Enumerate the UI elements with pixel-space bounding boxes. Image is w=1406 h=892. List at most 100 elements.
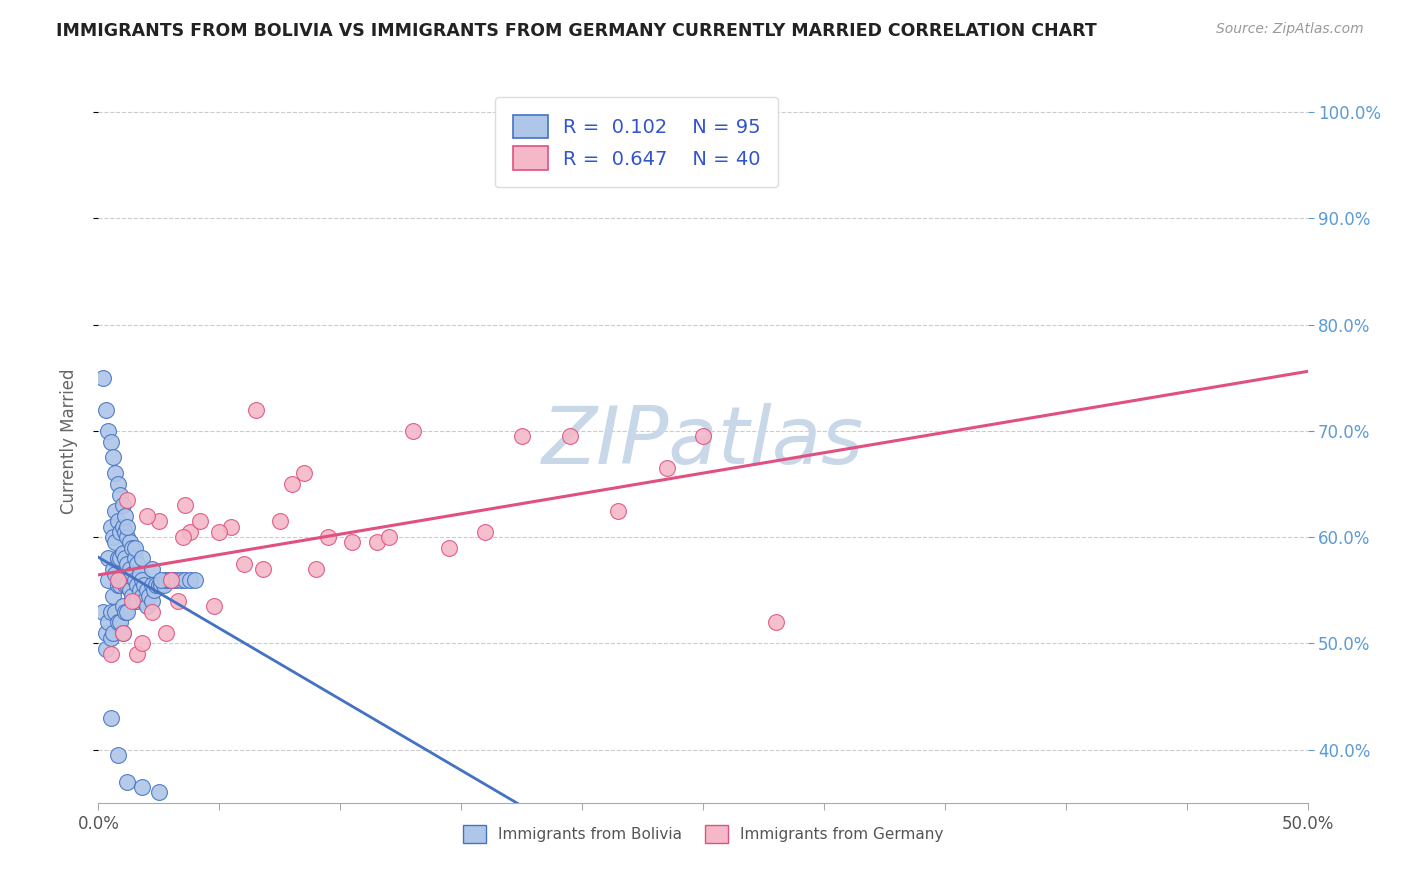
Point [437,541,460,555]
Point [104,503,127,517]
Point [305,562,328,576]
Point [208,524,231,539]
Point [316,530,339,544]
Point [131,780,153,794]
Point [155,625,177,640]
Point [114,605,136,619]
Point [108,615,131,630]
Point [111,546,134,560]
Point [100,434,122,449]
Point [94,641,117,656]
Point [104,605,127,619]
Point [108,524,131,539]
Point [107,551,129,566]
Point [141,562,163,576]
Point [104,467,127,481]
Point [114,524,136,539]
Legend: Immigrants from Bolivia, Immigrants from Germany: Immigrants from Bolivia, Immigrants from… [457,819,949,849]
Point [100,519,122,533]
Point [127,578,149,592]
Point [174,573,197,587]
Point [108,551,131,566]
Point [101,450,124,465]
Point [117,519,139,533]
Point [124,551,146,566]
Point [558,429,581,443]
Point [165,573,187,587]
Point [269,514,291,528]
Point [150,578,173,592]
Point [160,573,183,587]
Text: IMMIGRANTS FROM BOLIVIA VS IMMIGRANTS FROM GERMANY CURRENTLY MARRIED CORRELATION: IMMIGRANTS FROM BOLIVIA VS IMMIGRANTS FR… [56,22,1097,40]
Point [377,530,399,544]
Point [204,599,226,614]
Point [169,573,191,587]
Point [107,747,129,762]
Point [131,589,153,603]
Point [101,589,124,603]
Point [121,594,143,608]
Point [179,524,201,539]
Point [111,573,134,587]
Y-axis label: Currently Married: Currently Married [59,368,77,515]
Point [138,589,160,603]
Point [91,605,114,619]
Point [94,402,117,417]
Point [124,594,146,608]
Point [100,631,122,645]
Point [167,594,190,608]
Point [148,578,170,592]
Point [108,488,131,502]
Point [135,583,157,598]
Point [108,578,131,592]
Point [141,594,163,608]
Point [107,615,129,630]
Point [134,594,156,608]
Point [100,711,122,725]
Point [148,514,170,528]
Point [100,647,122,661]
Point [100,605,122,619]
Point [127,594,149,608]
Point [141,578,163,592]
Point [104,567,127,582]
Point [221,519,243,533]
Point [114,551,136,566]
Point [252,562,274,576]
Point [128,583,150,598]
Point [232,557,254,571]
Point [402,424,425,438]
Point [107,573,129,587]
Point [692,429,714,443]
Point [124,541,146,555]
Point [97,615,120,630]
Point [124,573,146,587]
Point [117,557,139,571]
Point [135,508,157,523]
Point [91,371,114,385]
Point [111,498,134,512]
Point [157,573,180,587]
Point [765,615,787,630]
Point [245,402,267,417]
Point [97,424,120,438]
Point [292,467,315,481]
Point [107,578,129,592]
Point [101,562,124,576]
Point [117,578,139,592]
Point [131,551,153,566]
Point [94,625,117,640]
Point [152,578,174,592]
Point [114,578,136,592]
Point [281,477,304,491]
Point [134,578,156,592]
Point [131,573,153,587]
Point [135,599,157,614]
Point [118,583,141,598]
Point [188,514,211,528]
Point [97,551,120,566]
Point [111,625,134,640]
Point [111,625,134,640]
Point [184,573,207,587]
Point [117,605,139,619]
